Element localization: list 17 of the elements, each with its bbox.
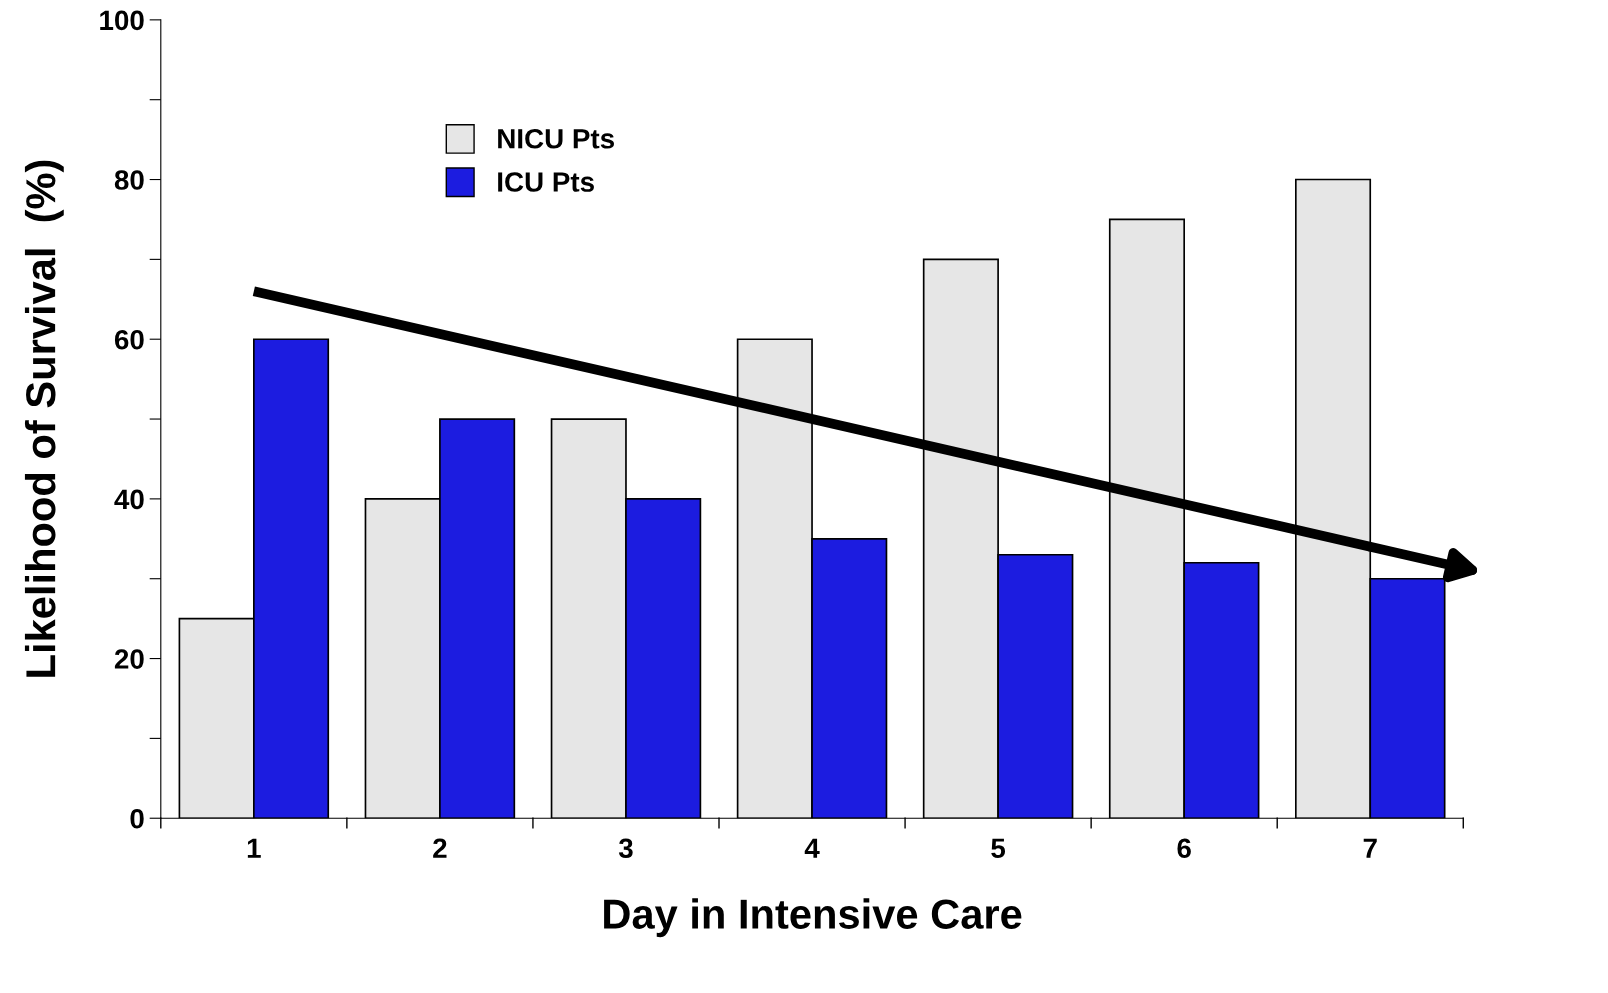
y-tick-label: 60 [114, 329, 144, 350]
y-tick-label: 20 [114, 649, 144, 669]
y-tick-label: 0 [130, 808, 144, 829]
x-tick-label: 7 [1363, 838, 1377, 858]
legend-label: ICU Pts [498, 172, 594, 192]
x-tick-label: 1 [247, 838, 261, 858]
x-tick-label: 4 [804, 838, 820, 858]
y-tick-label: 40 [114, 489, 144, 510]
y-tick-label: 80 [114, 170, 144, 190]
x-tick-label: 5 [991, 838, 1006, 859]
x-tick-label: 2 [433, 838, 447, 858]
x-tick-label: 6 [1177, 838, 1191, 859]
y-tick-label: 100 [100, 10, 144, 31]
x-axis-title: Day in Intensive Care [604, 898, 1022, 938]
x-tick-label: 3 [618, 838, 633, 859]
y-axis-title: Likelihood of Survival (%) [24, 160, 64, 677]
legend-label: NICU Pts [498, 128, 614, 149]
